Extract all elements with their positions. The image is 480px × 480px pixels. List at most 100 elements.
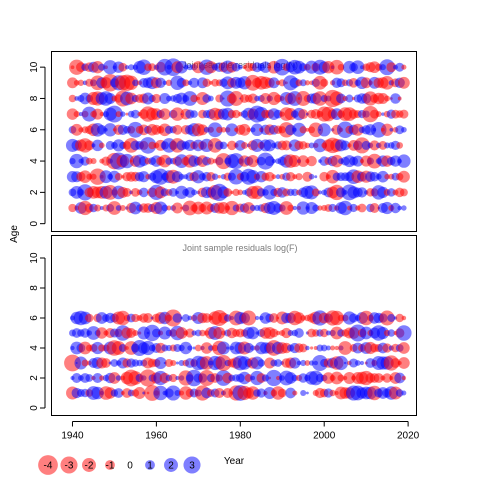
y-axis-log-f: 0 2 4 6 8 10 [29, 252, 46, 411]
residual-bubble [115, 375, 122, 381]
residual-bubble [228, 91, 244, 106]
residual-bubble [384, 95, 391, 102]
residual-bubble [298, 343, 308, 353]
legend-bubble [183, 456, 201, 474]
residual-bubble [292, 390, 298, 396]
residual-bubble [377, 93, 389, 104]
residual-bubble [380, 201, 394, 215]
x-axis-title: Year [224, 456, 245, 467]
residual-bubble [170, 359, 177, 367]
residual-bubble [295, 91, 311, 106]
legend-bubble [82, 458, 96, 472]
residual-bubble [320, 344, 328, 352]
y-tick-label: 8 [29, 95, 40, 101]
residual-bubble [390, 202, 401, 214]
residual-bubble [184, 187, 196, 198]
residual-bubble [296, 201, 310, 215]
residual-bubble [171, 202, 183, 214]
residual-bubble [306, 155, 317, 167]
residual-bubble [396, 142, 404, 149]
residual-bubble [178, 173, 185, 180]
residual-bubble [293, 312, 305, 324]
x-axis-log-f: 1940 1960 1980 2000 2020 [61, 421, 420, 442]
legend-label: -4 [44, 461, 53, 472]
residual-bubble [81, 359, 89, 367]
residual-bubble [268, 77, 280, 89]
residual-bubble [185, 328, 195, 338]
size-legend: -4 -3 -2 -1 0 1 2 3 [38, 455, 201, 475]
y-tick-label: 0 [29, 220, 40, 226]
residual-bubble [298, 141, 308, 150]
residual-bubble [241, 141, 248, 149]
residual-bubble [300, 389, 307, 397]
residual-bubble [175, 327, 188, 339]
residual-bubble [325, 330, 331, 336]
legend-bubble [105, 460, 115, 470]
x-tick-label: 2020 [397, 431, 420, 442]
legend-label: 3 [189, 461, 195, 472]
residual-bubble [231, 109, 241, 119]
residual-bubble [246, 326, 260, 340]
residual-bubble [132, 330, 139, 336]
residual-bubble [336, 93, 346, 104]
residual-bubble [291, 188, 299, 197]
residual-bubble [320, 78, 329, 87]
residual-bubble [329, 310, 345, 326]
residual-bubble [101, 358, 111, 368]
residual-bubble [98, 142, 105, 149]
y-tick-label: 2 [29, 375, 40, 381]
residual-bubble [70, 123, 83, 136]
plot-frame-log-n [51, 51, 417, 232]
residual-bubble [119, 205, 126, 211]
residual-bubble [380, 75, 394, 90]
residual-bubble [264, 171, 275, 182]
residual-bubble [232, 188, 240, 197]
residual-bubble [69, 153, 84, 169]
residual-bubble [262, 185, 277, 200]
residual-bubble [397, 170, 410, 183]
residual-bubble [375, 111, 382, 118]
residual-bubble [247, 93, 258, 104]
residual-bubble [208, 95, 214, 102]
residual-bubble [369, 171, 380, 182]
residual-bubble [352, 155, 364, 167]
y-axis-title: Age [9, 225, 20, 243]
residual-bubble [78, 170, 92, 183]
residual-bubble [159, 92, 171, 105]
residual-bubble [77, 79, 85, 86]
residual-bubble [380, 123, 394, 136]
residual-bubble [401, 375, 407, 381]
residual-bubble [319, 328, 329, 338]
residual-bubble [297, 155, 309, 167]
residual-bubble [292, 205, 297, 211]
residual-bubble [132, 79, 139, 87]
residual-bubble [187, 315, 193, 321]
residual-bubble [228, 168, 244, 185]
residual-bubble [85, 313, 94, 323]
residual-bubble [113, 388, 124, 398]
residual-bubble [281, 140, 292, 151]
residual-bubble [138, 171, 150, 183]
residual-bubble [171, 171, 183, 183]
residual-bubble [104, 92, 116, 105]
residual-bubble [172, 124, 183, 135]
residual-bubble [188, 77, 200, 88]
residual-bubble [139, 369, 157, 387]
residual-bubble [337, 374, 345, 382]
residual-bubble [302, 171, 313, 182]
residual-bubble [175, 361, 179, 365]
residual-bubble [246, 127, 251, 133]
residual-bubble [175, 60, 188, 74]
residual-bubble [138, 187, 149, 198]
residual-bubble [296, 360, 302, 366]
residual-bubble [337, 200, 353, 216]
x-tick-label: 1940 [61, 431, 84, 442]
residual-bubble [376, 326, 389, 340]
legend-label: 1 [147, 461, 153, 472]
panel-title-log-f: Joint sample residuals log(F) [182, 243, 297, 253]
residual-bubble [257, 359, 265, 367]
residual-bubble [174, 390, 181, 396]
residual-bubble [115, 310, 131, 326]
residual-bubble [238, 123, 251, 136]
residual-bubble [281, 327, 292, 339]
